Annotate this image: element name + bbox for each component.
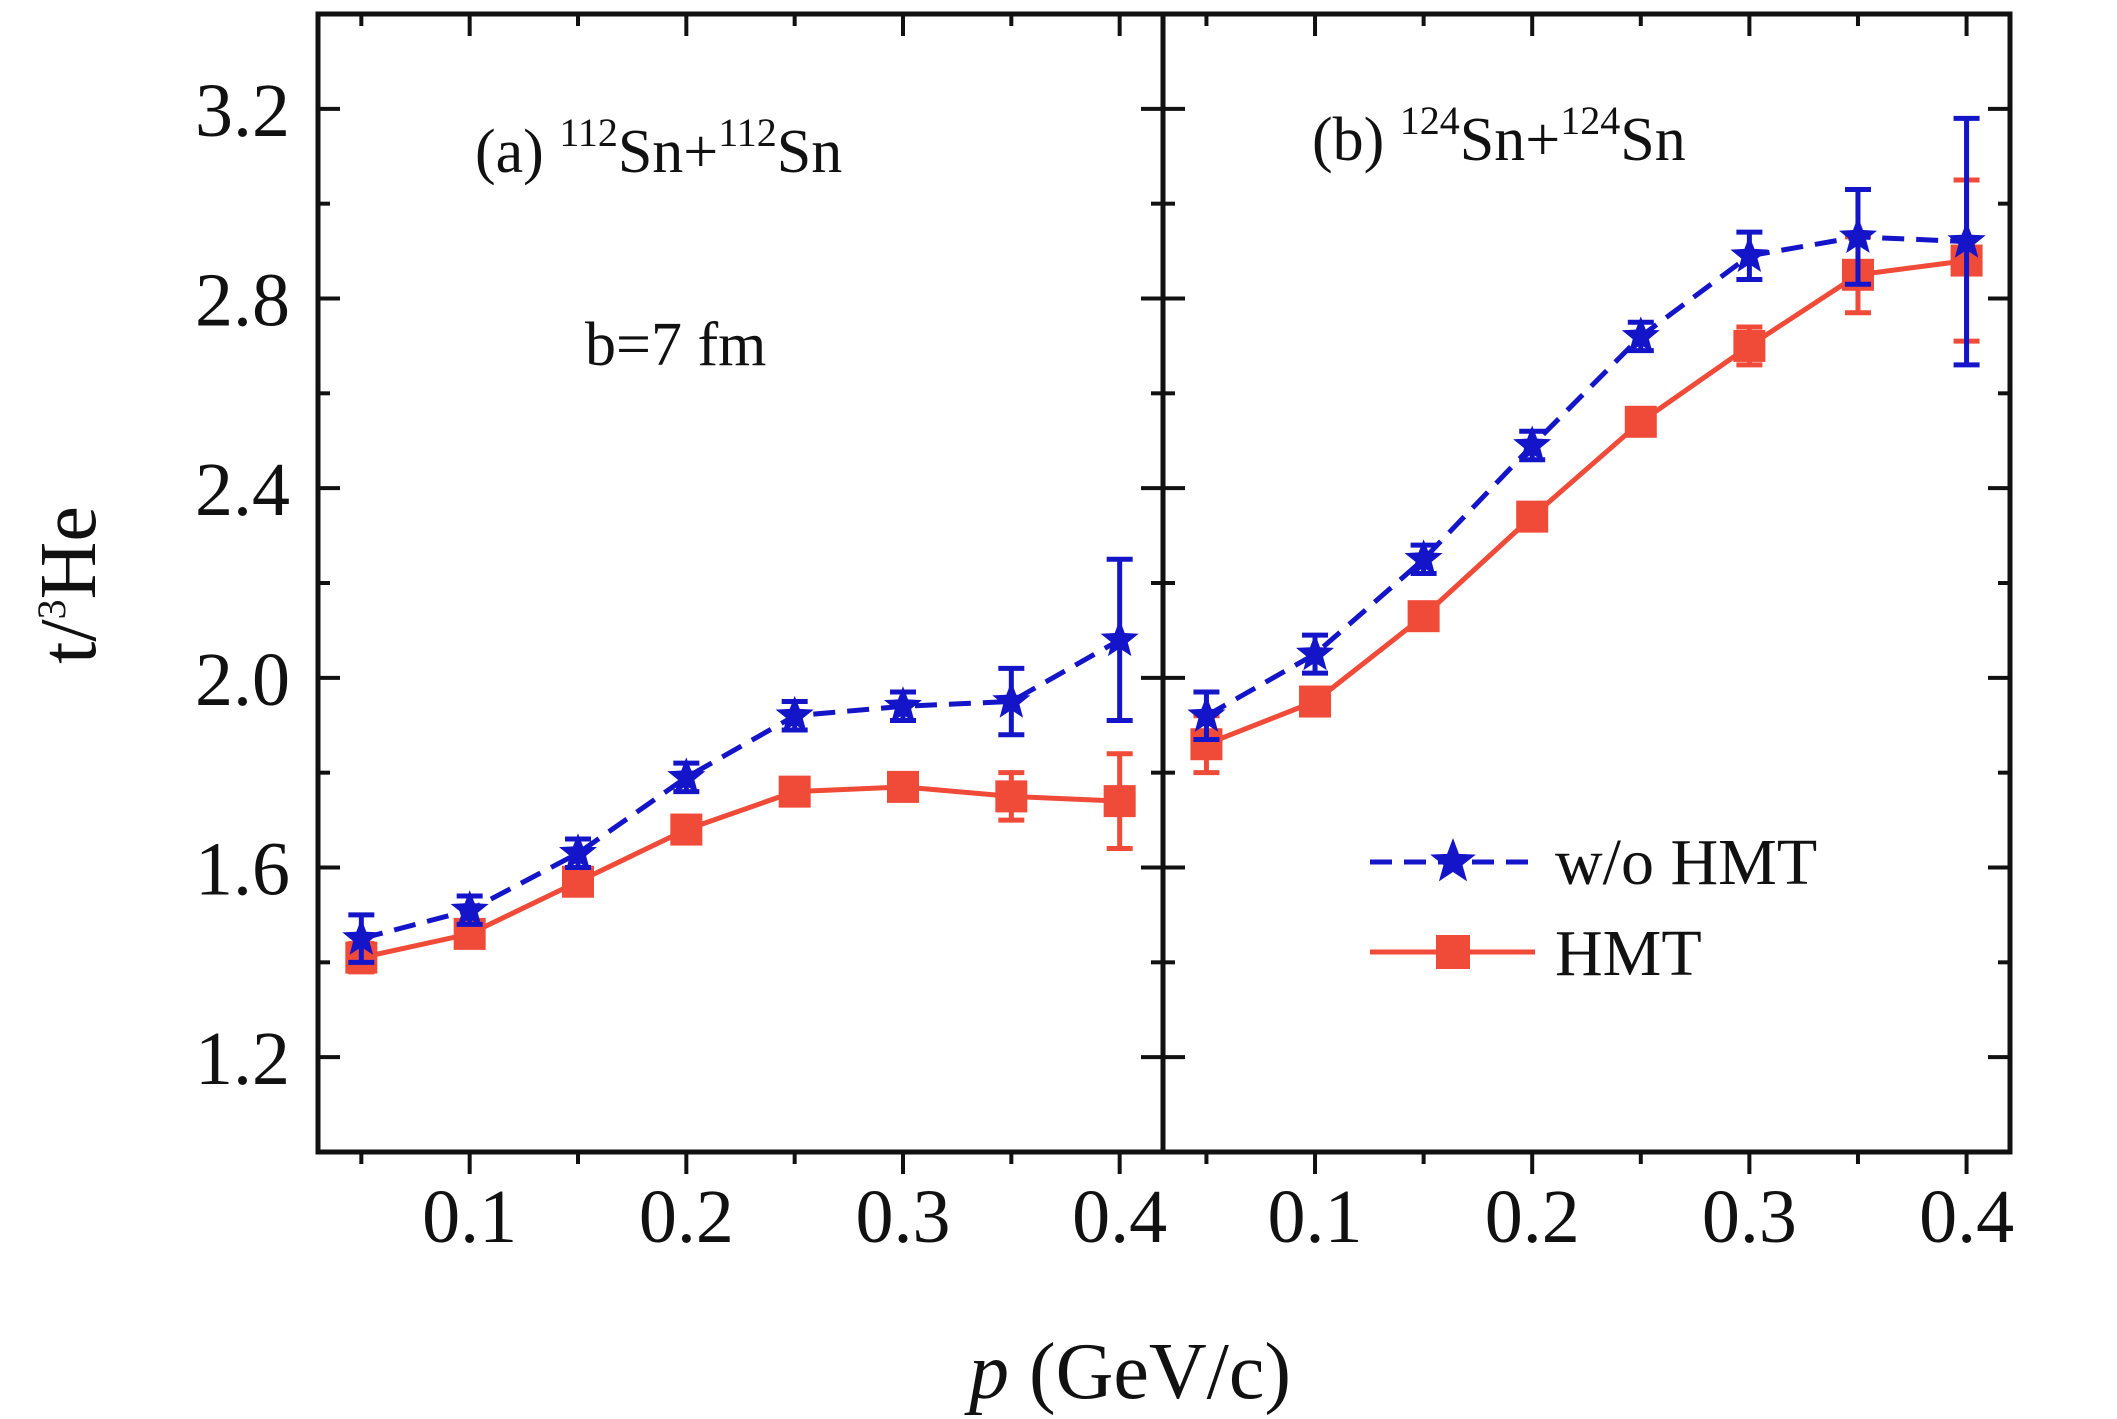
data-point-wo-hmt <box>1100 619 1139 657</box>
y-tick-label: 2.0 <box>195 638 290 722</box>
panel-b-title: (b) 124Sn+124Sn <box>1312 98 1686 174</box>
panel-frame <box>315 11 1166 1155</box>
impact-parameter-annotation: b=7 fm <box>585 311 766 379</box>
y-tick-label: 1.2 <box>195 1017 290 1101</box>
data-point-wo-hmt <box>1513 425 1552 462</box>
data-point-wo-hmt <box>1187 695 1226 732</box>
data-point-hmt <box>778 775 811 808</box>
data-point-hmt <box>995 780 1028 813</box>
data-point-hmt <box>1516 500 1549 533</box>
data-point-wo-hmt <box>884 686 922 723</box>
panel-b: 0.1 0.2 0.3 0.4 <box>1160 11 2014 1259</box>
data-point-wo-hmt <box>450 890 489 927</box>
x-tick-label: 0.1 <box>1268 1175 1363 1259</box>
data-point-wo-hmt <box>342 918 381 955</box>
data-point-hmt <box>1624 405 1657 438</box>
panel-b-title-iso2: 124 <box>1560 98 1620 143</box>
panel-b-title-iso1: 124 <box>1400 98 1460 143</box>
x-axis-title-rest: (GeV/c) <box>1009 1328 1291 1416</box>
panel-b-title-prefix: (b) <box>1312 106 1400 174</box>
data-point-hmt <box>1407 600 1440 633</box>
panel-a-title: (a) 112Sn+112Sn <box>475 110 842 186</box>
x-tick-label: 0.4 <box>1919 1175 2014 1259</box>
y-axis-title-rest: He <box>25 506 113 599</box>
series-line-hmt <box>360 784 1120 961</box>
y-tick-label: 3.2 <box>195 69 290 153</box>
legend: w/o HMT HMT <box>1370 826 1817 990</box>
x-tick-label: 0.2 <box>1485 1175 1580 1259</box>
panel-a-title-iso2: 112 <box>718 110 777 155</box>
data-point-hmt <box>1103 785 1136 818</box>
data-point-hmt <box>1733 329 1766 362</box>
series-line-wo-hmt <box>360 637 1121 942</box>
y-tick-label: 2.4 <box>195 448 290 532</box>
data-point-wo-hmt <box>992 681 1031 718</box>
data-point-wo-hmt <box>1404 539 1443 576</box>
y-axis-title: t/3He <box>25 506 113 664</box>
panel-a-title-iso1: 112 <box>559 110 618 155</box>
y-tick-label: 1.6 <box>195 828 290 912</box>
x-tick-label: 0.4 <box>1072 1175 1167 1259</box>
data-point-wo-hmt <box>1730 235 1769 272</box>
y-axis-title-sup: 3 <box>29 599 74 619</box>
data-point-wo-hmt <box>1621 316 1660 353</box>
panel-b-title-el2: Sn <box>1620 106 1685 174</box>
panel-a-title-prefix: (a) <box>475 118 559 186</box>
data-point-wo-hmt <box>667 757 706 794</box>
data-point-wo-hmt <box>775 695 814 732</box>
data-point-hmt <box>562 865 594 898</box>
data-point-hmt <box>887 770 919 803</box>
data-point-wo-hmt <box>1839 216 1877 253</box>
data-point-hmt <box>1299 685 1332 718</box>
legend-label-wo-hmt: w/o HMT <box>1555 826 1817 899</box>
x-tick-label: 0.3 <box>1702 1175 1797 1259</box>
legend-square-marker <box>1436 935 1470 969</box>
data-point-wo-hmt <box>559 833 597 870</box>
x-tick-label: 0.1 <box>422 1175 517 1259</box>
x-axis-title-italic: p <box>964 1328 1009 1416</box>
panel-b-title-el1: Sn+ <box>1460 106 1560 174</box>
y-axis-title-base: t/ <box>25 619 113 664</box>
plot-layer: 0.1 0.2 0.3 0.41.21.62.02.42.83.20.1 0.2 0.3 0… <box>195 11 2014 1259</box>
series-line-hmt <box>1205 258 1967 747</box>
panel-a-title-el2: Sn <box>777 118 842 186</box>
x-axis-title: p (GeV/c) <box>964 1328 1291 1416</box>
y-tick-label: 2.8 <box>195 259 290 343</box>
x-tick-label: 0.2 <box>639 1175 734 1259</box>
panel-a: 0.1 0.2 0.3 0.4 1.2 1.6 2.0 2.4 2.8 3.2 <box>195 11 1167 1259</box>
data-point-hmt <box>670 813 703 846</box>
legend-star-marker <box>1430 838 1476 882</box>
data-point-wo-hmt <box>1296 634 1334 671</box>
data-point-wo-hmt <box>1947 221 1986 258</box>
legend-label-hmt: HMT <box>1555 917 1702 990</box>
panel-a-title-el1: Sn+ <box>618 118 718 186</box>
series-line-wo-hmt <box>1205 234 1967 718</box>
x-tick-label: 0.3 <box>856 1175 951 1259</box>
